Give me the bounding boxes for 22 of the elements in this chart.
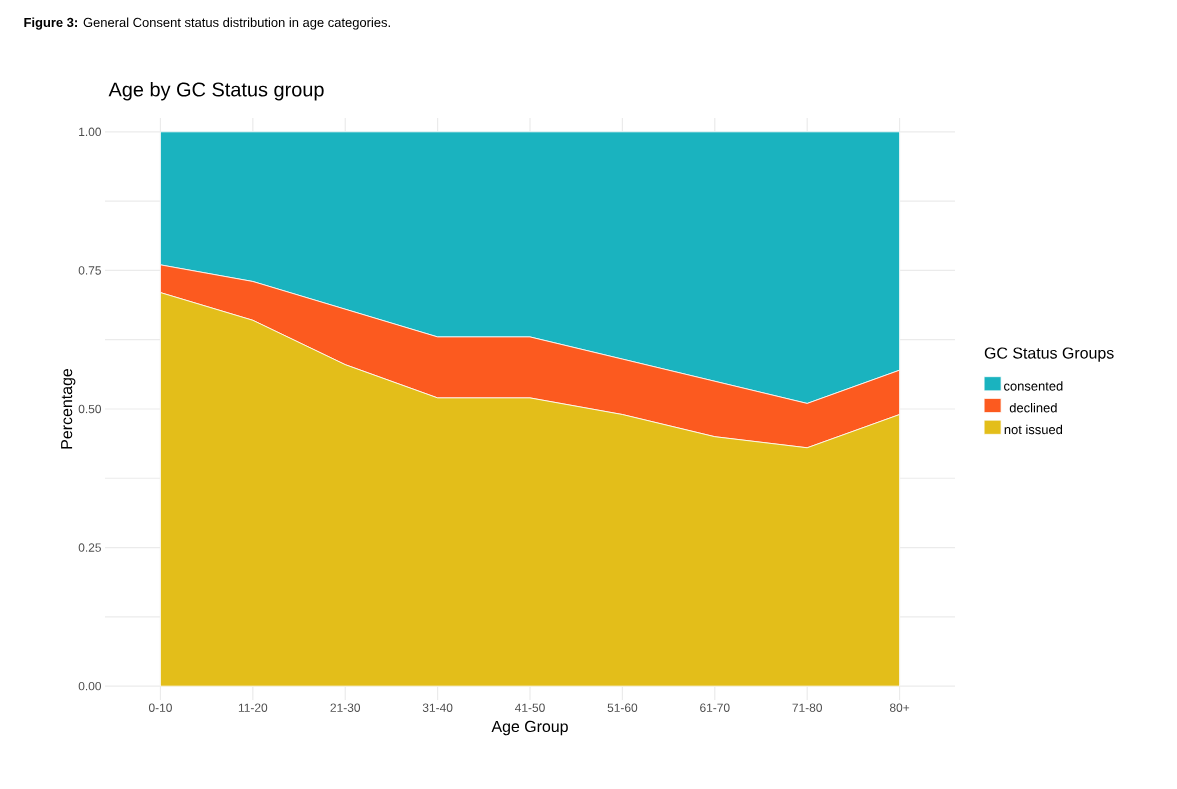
y-tick-label: 0.25 [78, 543, 101, 552]
x-axis-title: Age Group [491, 720, 568, 736]
x-tick-label: 21-30 [330, 703, 361, 712]
legend-label: declined [1009, 402, 1057, 413]
chart-title: Age by GC Status group [108, 81, 324, 101]
y-tick-label: 1.00 [79, 127, 102, 137]
x-tick-label: 11-20 [238, 703, 268, 712]
y-tick-label: 0.00 [78, 681, 102, 691]
legend-title: GC Status Groups [984, 347, 1114, 362]
x-tick-label: 80+ [889, 703, 910, 712]
y-axis-title: Percentage [61, 368, 76, 449]
y-tick-label: 0.75 [78, 266, 101, 275]
text: Figure 3: General Consent status distribution in age categories. [24, 17, 390, 30]
x-tick-label: 31-40 [422, 703, 453, 712]
x-tick-label: 61-70 [700, 703, 730, 712]
x-tick-label: 0-10 [148, 703, 172, 712]
x-tick-label: 71-80 [792, 703, 822, 712]
y-tick-label: 0.50 [78, 404, 102, 414]
legend-label: consented [1004, 381, 1063, 391]
legend-label: not issued [1004, 424, 1063, 435]
x-tick-label: 51-60 [607, 703, 638, 712]
x-tick-label: 41-50 [515, 703, 545, 712]
